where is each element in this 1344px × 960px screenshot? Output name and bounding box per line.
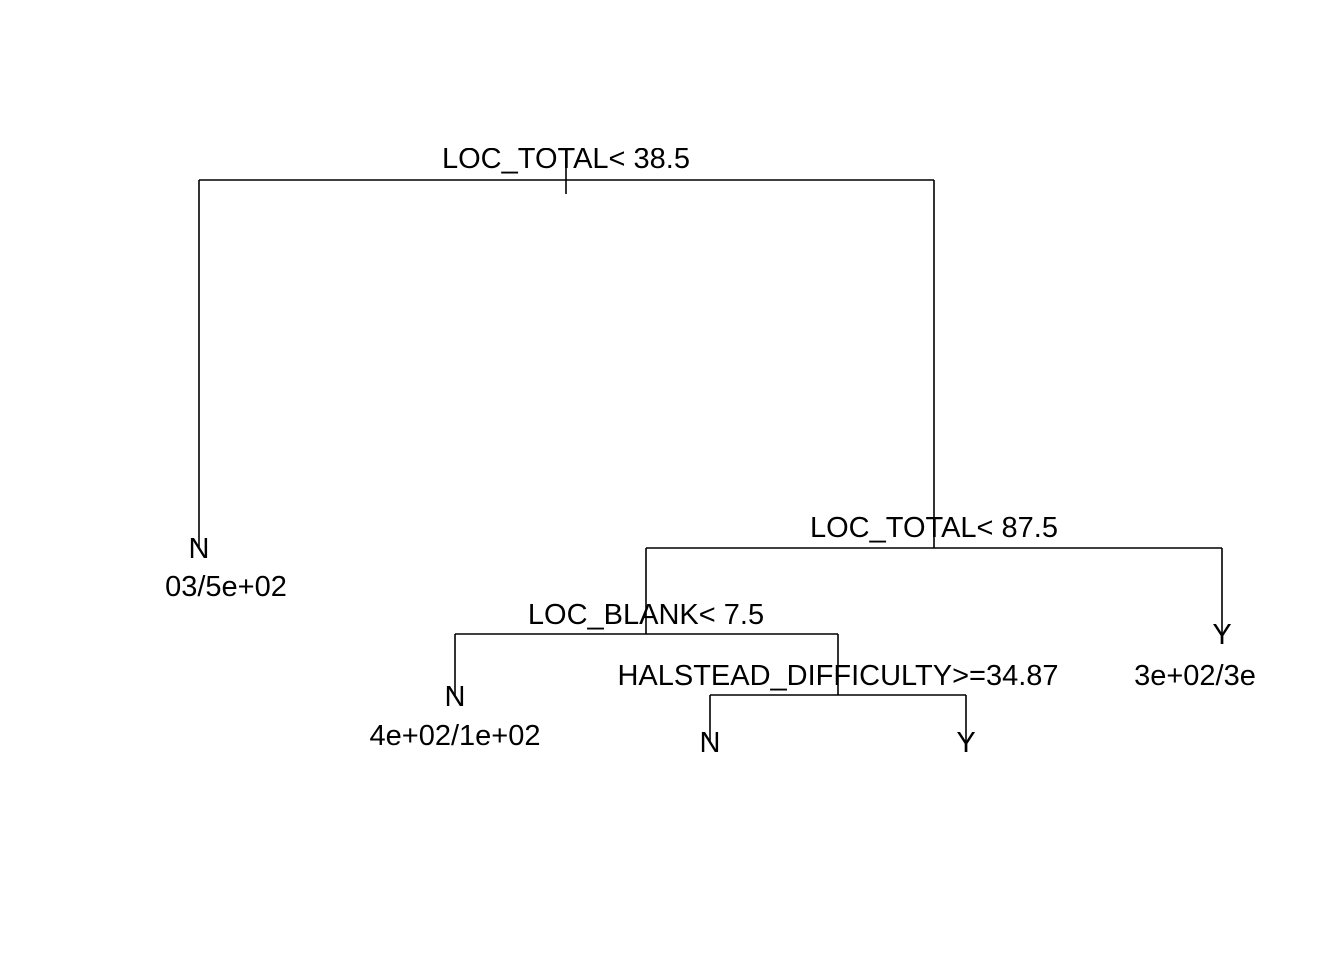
leaf-2-class: N [445, 681, 466, 713]
leaf-4-class: Y [956, 727, 975, 759]
root-split-node: LOC_TOTAL< 38.5 [198, 120, 935, 548]
leaf-node-4: Y [956, 727, 975, 759]
leaf-1-class: N [189, 533, 210, 565]
leaf-node-2: N 4e+02/1e+02 [370, 681, 541, 752]
split-node-loc-total-87: LOC_TOTAL< 87.5 [645, 512, 1223, 634]
leaf-5-counts: 3e+02/3e [1134, 660, 1256, 692]
leaf-5-class: Y [1212, 619, 1231, 651]
leaf-1-counts: 03/5e+02 [165, 571, 287, 603]
leaf-node-3: N [700, 727, 721, 759]
split-loc-blank-label: LOC_BLANK< 7.5 [528, 599, 764, 631]
leaf-node-1: N 03/5e+02 [165, 533, 287, 603]
split-node-loc-blank: LOC_BLANK< 7.5 [454, 599, 839, 696]
leaf-3-class: N [700, 727, 721, 759]
split-node-halstead: HALSTEAD_DIFFICULTY>=34.87 [617, 660, 1059, 742]
split-loc-total-87-label: LOC_TOTAL< 87.5 [810, 512, 1058, 544]
leaf-2-counts: 4e+02/1e+02 [370, 720, 541, 752]
leaf-node-5: Y 3e+02/3e [1134, 619, 1256, 692]
split-halstead-label: HALSTEAD_DIFFICULTY>=34.87 [617, 660, 1058, 692]
root-label-clip [400, 120, 740, 148]
